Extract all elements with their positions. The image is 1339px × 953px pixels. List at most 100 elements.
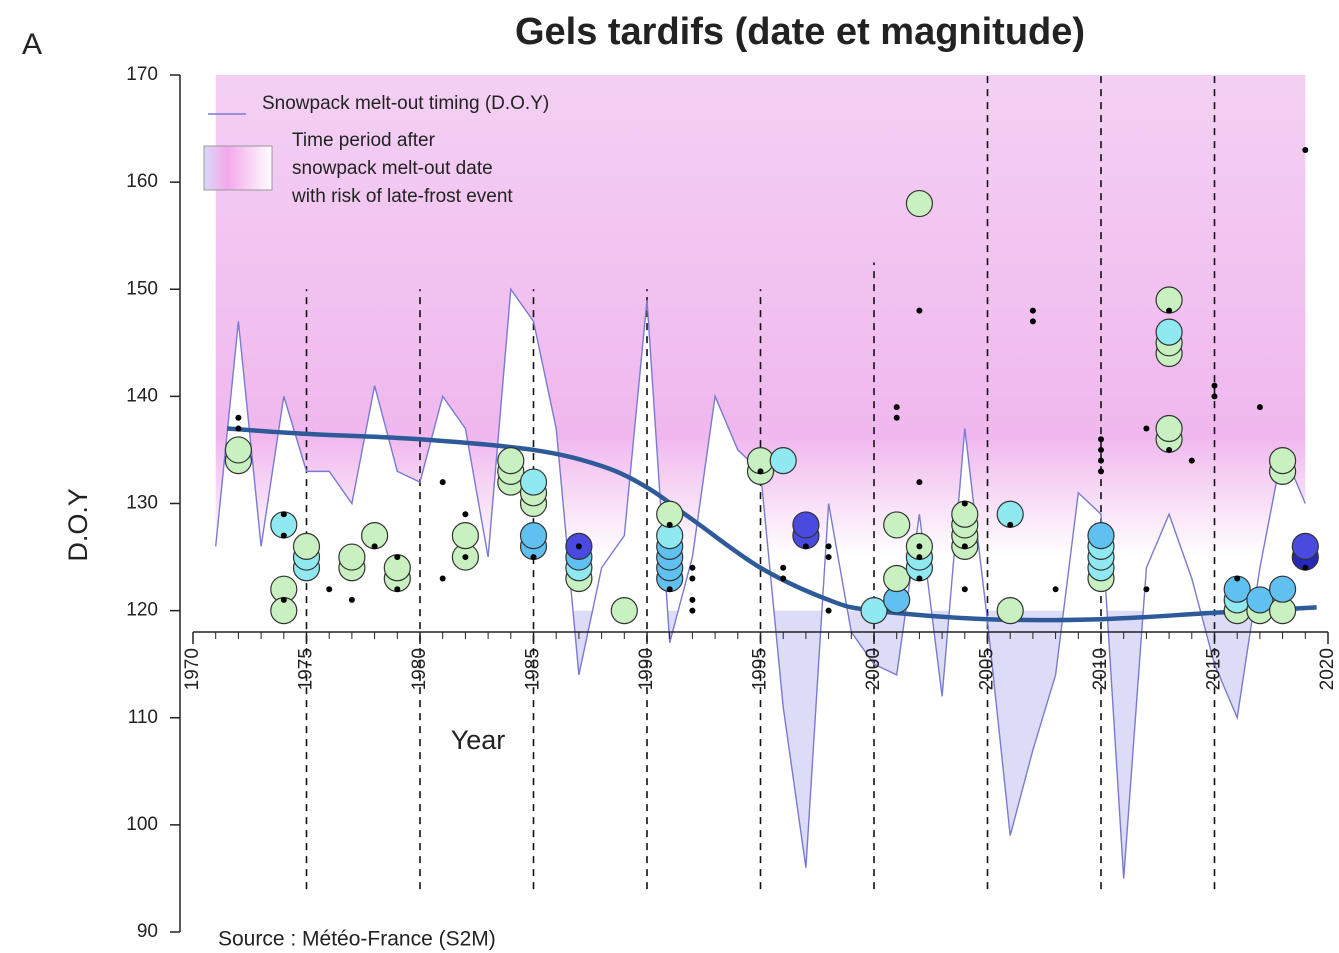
dot bbox=[916, 307, 923, 314]
frost-event bbox=[451, 522, 479, 550]
legend-label: Time period after bbox=[292, 130, 436, 151]
dot bbox=[1098, 457, 1104, 464]
dot bbox=[1098, 446, 1104, 453]
frost-event bbox=[1155, 414, 1183, 443]
dot bbox=[666, 586, 673, 593]
y-tick-label: 140 bbox=[126, 385, 158, 406]
frost-event bbox=[905, 189, 934, 218]
dot bbox=[1029, 318, 1036, 325]
frost-event bbox=[497, 447, 525, 475]
trend-line bbox=[226, 426, 1317, 623]
dot bbox=[371, 543, 378, 550]
frost-event bbox=[883, 511, 911, 539]
dot bbox=[326, 586, 333, 593]
legend-label: snowpack melt-out date bbox=[292, 158, 493, 179]
frost-event bbox=[519, 522, 548, 550]
dot bbox=[780, 575, 787, 582]
dot bbox=[689, 596, 696, 603]
dot bbox=[802, 543, 809, 550]
frost-event bbox=[1087, 522, 1115, 550]
x-tick-label: 1990 bbox=[636, 648, 657, 690]
dot bbox=[1166, 446, 1173, 453]
legend-label: Snowpack melt-out timing (D.O.Y) bbox=[262, 93, 549, 114]
dot bbox=[1143, 586, 1150, 593]
chart-title: Gels tardifs (date et magnitude) bbox=[515, 11, 1085, 53]
y-tick-label: 120 bbox=[126, 600, 158, 621]
dot bbox=[689, 607, 696, 614]
x-tick-label: 1970 bbox=[182, 648, 203, 690]
frost-event bbox=[519, 468, 548, 496]
dot bbox=[1052, 586, 1059, 593]
frost-event bbox=[883, 564, 911, 593]
dot bbox=[1211, 393, 1218, 400]
y-axis-label: D.O.Y bbox=[63, 488, 93, 562]
dot bbox=[1256, 404, 1263, 411]
dot bbox=[394, 554, 401, 561]
plot-area: 90 100 110 120 130 140 150 160 170 D.O.Y 1970 1975 1… bbox=[63, 64, 1338, 942]
dot bbox=[825, 543, 832, 550]
dot bbox=[1098, 468, 1104, 475]
dot bbox=[825, 607, 832, 614]
dot bbox=[689, 564, 696, 571]
y-tick-label: 150 bbox=[126, 278, 158, 299]
dot bbox=[235, 414, 242, 421]
frost-event bbox=[1291, 532, 1319, 560]
dot bbox=[757, 468, 764, 475]
dot bbox=[280, 532, 287, 539]
panel-label: A bbox=[22, 28, 42, 61]
dot bbox=[1029, 307, 1036, 314]
y-tick-label: 100 bbox=[126, 814, 158, 835]
dot bbox=[439, 479, 446, 486]
frost-event bbox=[769, 447, 797, 475]
y-tick-label: 110 bbox=[128, 707, 158, 728]
frost-event bbox=[338, 543, 366, 571]
frost-event bbox=[1155, 318, 1183, 346]
dot bbox=[916, 479, 923, 486]
dot bbox=[394, 586, 401, 593]
dot bbox=[235, 425, 242, 432]
dot bbox=[462, 511, 469, 518]
dot bbox=[916, 575, 923, 582]
dot bbox=[1143, 425, 1150, 432]
dot bbox=[1098, 436, 1104, 443]
legend-label: with risk of late-frost event bbox=[291, 186, 513, 207]
dot bbox=[530, 554, 537, 561]
frost-event bbox=[996, 597, 1024, 625]
frost-event bbox=[224, 436, 252, 464]
dot bbox=[780, 564, 787, 571]
y-tick-label: 170 bbox=[126, 64, 158, 85]
dot bbox=[1166, 307, 1173, 314]
x-tick-label: 1995 bbox=[750, 648, 771, 690]
frost-event bbox=[1268, 575, 1297, 603]
x-tick-label: 2010 bbox=[1090, 648, 1111, 690]
melt-area-below bbox=[215, 610, 1306, 879]
dot bbox=[1211, 382, 1218, 389]
dot bbox=[1188, 457, 1195, 464]
frost-event bbox=[292, 532, 321, 560]
dot bbox=[893, 414, 900, 421]
frost-event bbox=[1246, 586, 1274, 614]
y-tick-label: 160 bbox=[126, 171, 158, 192]
source: Source : Météo-France (S2M) bbox=[218, 928, 496, 951]
x-tick-label: 2000 bbox=[863, 648, 884, 690]
dot bbox=[439, 575, 446, 582]
dot bbox=[1007, 521, 1014, 528]
y-tick-label: 130 bbox=[126, 493, 158, 514]
dot bbox=[280, 596, 287, 603]
dot bbox=[916, 543, 923, 550]
x-axis-label: Year bbox=[451, 725, 506, 755]
frost-event bbox=[610, 597, 638, 625]
dot bbox=[961, 500, 968, 507]
dot bbox=[961, 586, 968, 593]
x-tick-label: 1980 bbox=[409, 648, 430, 690]
x-tick-label: 1985 bbox=[523, 648, 544, 690]
dot bbox=[1302, 146, 1309, 153]
frost-event bbox=[1268, 447, 1297, 475]
dot bbox=[916, 554, 923, 561]
dot bbox=[348, 596, 355, 603]
dot bbox=[689, 575, 696, 582]
dot bbox=[280, 511, 287, 518]
dot bbox=[1302, 564, 1309, 571]
y-tick-label: 90 bbox=[137, 921, 158, 942]
